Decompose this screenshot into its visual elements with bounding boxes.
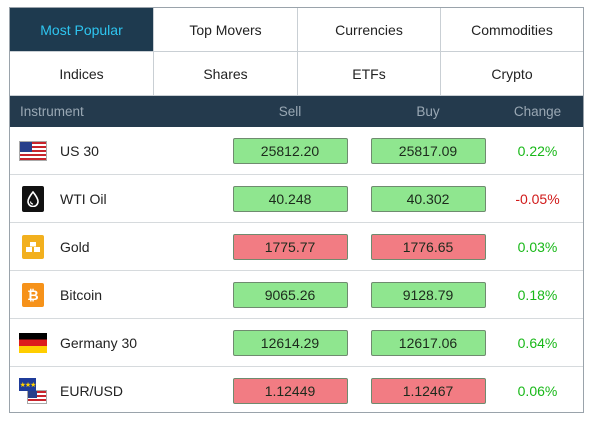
- tab-crypto[interactable]: Crypto: [441, 52, 583, 96]
- buy-button[interactable]: 12617.06: [370, 329, 486, 356]
- oil-drop-icon: [22, 185, 44, 212]
- buy-button[interactable]: 9128.79: [370, 281, 486, 308]
- column-sell: Sell: [278, 104, 302, 119]
- tab-top-movers[interactable]: Top Movers: [154, 8, 298, 52]
- change-value: 0.64%: [517, 334, 558, 351]
- change-value: 0.03%: [517, 238, 558, 255]
- instrument-cell: US 30: [10, 140, 216, 161]
- eu-flag-icon: ★★★: [19, 378, 36, 391]
- instrument-name: Gold: [60, 238, 90, 255]
- buy-button[interactable]: 1776.65: [370, 233, 486, 260]
- table-row: US 30 25812.20 25817.09 0.22%: [10, 127, 583, 175]
- instrument-cell: Gold: [10, 234, 216, 259]
- instrument-table: US 30 25812.20 25817.09 0.22% WTI Oil 40…: [10, 127, 583, 415]
- sell-button[interactable]: 25812.20: [232, 137, 348, 164]
- tab-shares[interactable]: Shares: [154, 52, 298, 96]
- tab-commodities[interactable]: Commodities: [441, 8, 583, 52]
- us-flag-icon: [27, 390, 47, 404]
- instrument-cell: ₿ Bitcoin: [10, 282, 216, 307]
- change-value: 0.06%: [517, 383, 558, 399]
- tab-most-popular[interactable]: Most Popular: [10, 8, 154, 52]
- table-row: ₿ Bitcoin 9065.26 9128.79 0.18%: [10, 271, 583, 319]
- us-flag-icon: [19, 140, 47, 161]
- instrument-cell: WTI Oil: [10, 185, 216, 212]
- buy-button[interactable]: 1.12467: [370, 378, 486, 404]
- gold-bars-icon: [22, 234, 44, 259]
- category-tabs: Most Popular Top Movers Currencies Commo…: [10, 8, 583, 96]
- sell-button[interactable]: 9065.26: [232, 281, 348, 308]
- table-header: Instrument Sell Buy Change: [10, 96, 583, 127]
- eur-usd-flags-icon: ★★★: [19, 378, 47, 404]
- column-buy: Buy: [416, 104, 440, 119]
- tab-etfs[interactable]: ETFs: [298, 52, 441, 96]
- sell-button[interactable]: 1775.77: [232, 233, 348, 260]
- instrument-cell: ★★★ EUR/USD: [10, 378, 216, 404]
- instrument-name: WTI Oil: [60, 190, 107, 207]
- instrument-name: EUR/USD: [60, 383, 124, 399]
- bitcoin-icon: ₿: [22, 282, 44, 307]
- change-value: -0.05%: [515, 190, 560, 207]
- instrument-name: Bitcoin: [60, 286, 103, 303]
- sell-button[interactable]: 1.12449: [232, 378, 348, 404]
- table-row: WTI Oil 40.248 40.302 -0.05%: [10, 175, 583, 223]
- instrument-name: Germany 30: [60, 334, 138, 351]
- table-row: Gold 1775.77 1776.65 0.03%: [10, 223, 583, 271]
- sell-button[interactable]: 12614.29: [232, 329, 348, 356]
- column-change: Change: [513, 104, 562, 119]
- markets-widget: Most Popular Top Movers Currencies Commo…: [9, 7, 584, 413]
- instrument-name: US 30: [60, 142, 99, 159]
- table-row: Germany 30 12614.29 12617.06 0.64%: [10, 319, 583, 367]
- change-value: 0.18%: [517, 286, 558, 303]
- sell-button[interactable]: 40.248: [232, 185, 348, 212]
- germany-flag-icon: [19, 332, 47, 353]
- tab-currencies[interactable]: Currencies: [298, 8, 441, 52]
- change-value: 0.22%: [517, 142, 558, 159]
- tab-indices[interactable]: Indices: [10, 52, 154, 96]
- table-row: ★★★ EUR/USD 1.12449 1.12467 0.06%: [10, 367, 583, 415]
- instrument-cell: Germany 30: [10, 332, 216, 353]
- buy-button[interactable]: 40.302: [370, 185, 486, 212]
- column-instrument: Instrument: [20, 104, 84, 119]
- buy-button[interactable]: 25817.09: [370, 137, 486, 164]
